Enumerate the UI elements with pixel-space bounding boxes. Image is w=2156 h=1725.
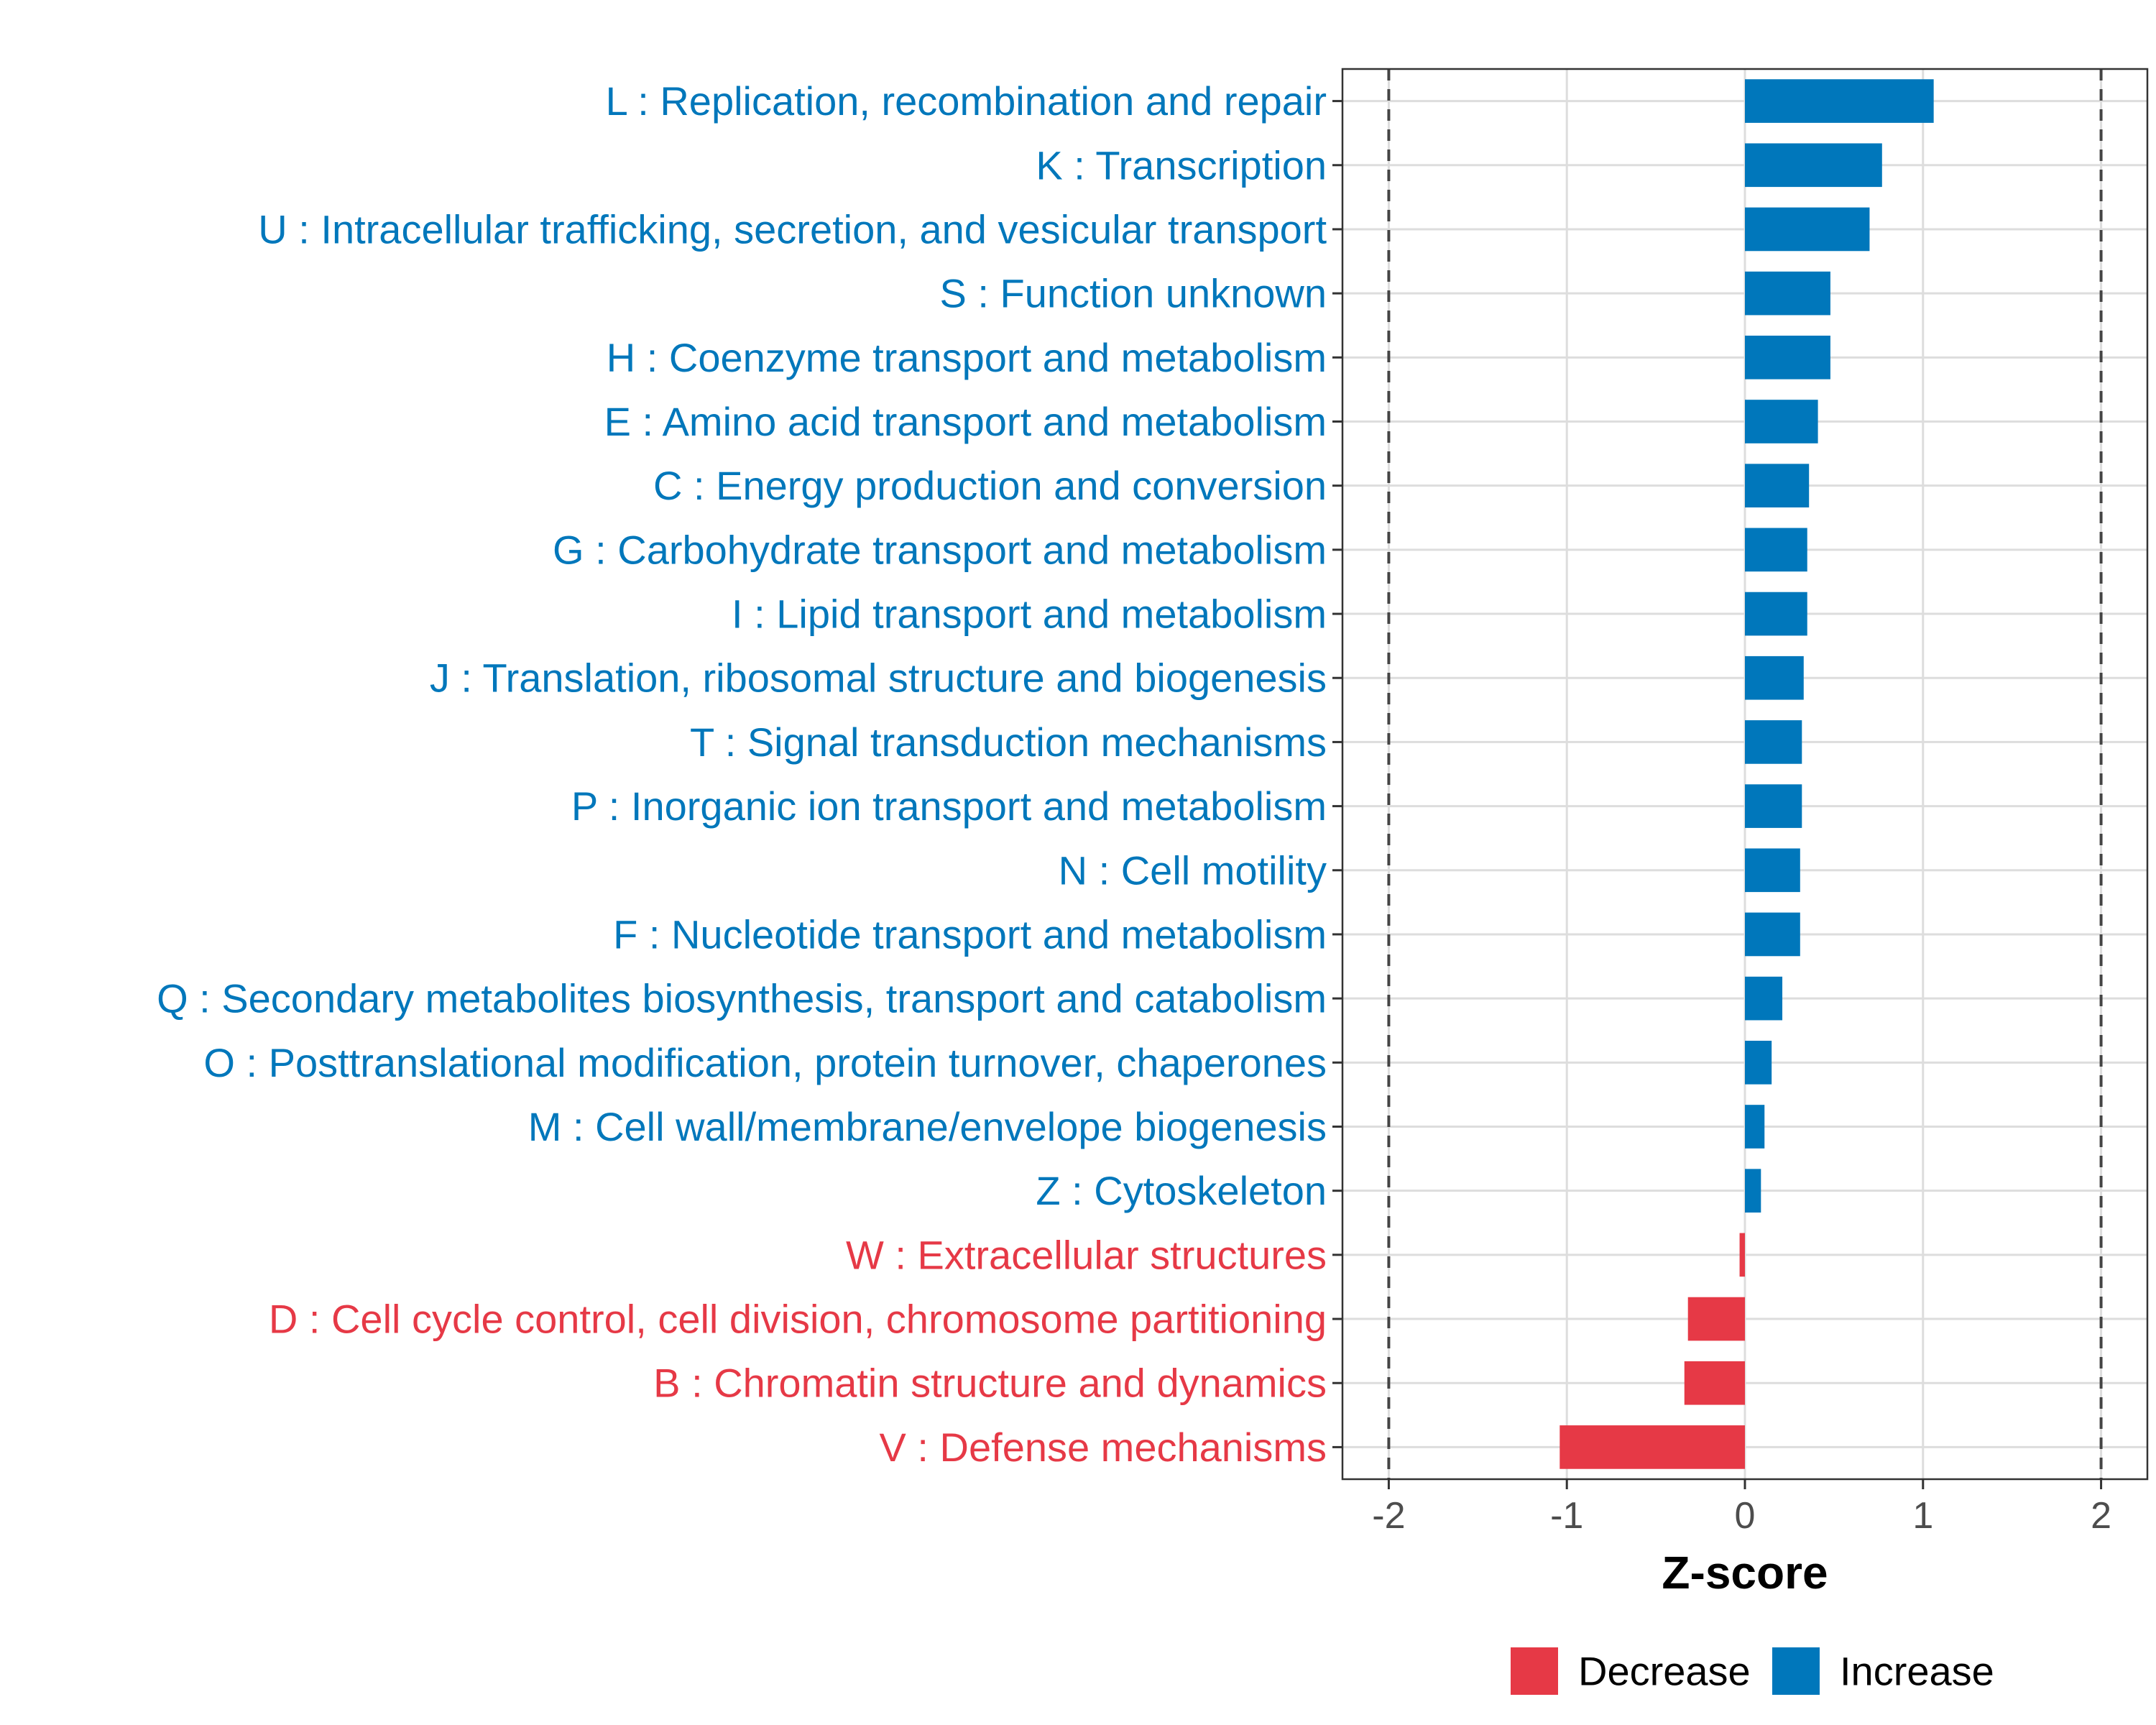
bar <box>1745 143 1882 188</box>
bar <box>1745 1040 1772 1085</box>
bar <box>1684 1361 1745 1405</box>
x-tick-layer <box>1387 1479 2103 1489</box>
bar <box>1745 656 1804 700</box>
category-label: I : Lipid transport and metabolism <box>732 592 1327 637</box>
x-tick-label: 2 <box>2091 1495 2111 1537</box>
x-tick-label: -2 <box>1372 1495 1405 1537</box>
legend-label: Decrease <box>1578 1649 1751 1694</box>
bar <box>1745 207 1870 252</box>
bar <box>1745 528 1807 572</box>
category-label: C : Energy production and conversion <box>653 463 1327 508</box>
category-label: H : Coenzyme transport and metabolism <box>607 335 1327 380</box>
category-label: E : Amino acid transport and metabolism <box>604 399 1327 444</box>
x-tick-label: 1 <box>1912 1495 1933 1537</box>
bar-layer <box>1560 79 1934 1469</box>
category-label: N : Cell motility <box>1059 847 1327 893</box>
legend-swatch <box>1511 1647 1558 1695</box>
category-label: L : Replication, recombination and repai… <box>606 78 1327 124</box>
category-label: G : Carbohydrate transport and metabolis… <box>553 527 1327 572</box>
bar <box>1745 79 1934 123</box>
category-label: Q : Secondary metabolites biosynthesis, … <box>157 976 1327 1021</box>
bar <box>1745 271 1830 316</box>
legend-swatch <box>1772 1647 1820 1695</box>
bar <box>1745 464 1810 508</box>
category-label: Z : Cytoskeleton <box>1036 1168 1327 1213</box>
category-label: T : Signal transduction mechanisms <box>690 719 1327 765</box>
category-label: P : Inorganic ion transport and metaboli… <box>571 783 1327 829</box>
category-label: D : Cell cycle control, cell division, c… <box>269 1297 1327 1342</box>
bar <box>1745 784 1802 828</box>
category-label: O : Posttranslational modification, prot… <box>203 1040 1327 1085</box>
threshold-layer <box>1387 69 2103 1479</box>
bar <box>1745 335 1830 380</box>
bar <box>1745 1169 1761 1213</box>
category-label: B : Chromatin structure and dynamics <box>653 1361 1327 1406</box>
category-label: U : Intracellular trafficking, secretion… <box>258 206 1327 252</box>
x-tick-label: -1 <box>1550 1495 1583 1537</box>
x-tick-label-layer: -2 -1 0 1 2 <box>1372 1495 2111 1537</box>
category-label: J : Translation, ribosomal structure and… <box>430 656 1327 701</box>
legend-label: Increase <box>1840 1649 1994 1694</box>
bar <box>1745 1105 1765 1149</box>
category-label-layer: L : Replication, recombination and repai… <box>157 78 1327 1470</box>
bar <box>1560 1425 1745 1469</box>
bar <box>1745 976 1783 1021</box>
category-label: W : Extracellular structures <box>846 1232 1327 1277</box>
bar <box>1687 1297 1745 1341</box>
category-label: S : Function unknown <box>939 271 1327 316</box>
category-label: K : Transcription <box>1036 142 1327 188</box>
x-axis-title: Z-score <box>1662 1547 1828 1598</box>
legend: Decrease Increase <box>1511 1647 1994 1695</box>
x-tick-label: 0 <box>1735 1495 1756 1537</box>
category-label: M : Cell wall/membrane/envelope biogenes… <box>528 1104 1327 1149</box>
bar <box>1745 400 1818 443</box>
category-label: F : Nucleotide transport and metabolism <box>613 911 1327 957</box>
bar <box>1745 592 1807 636</box>
bar <box>1745 848 1800 893</box>
y-tick-layer <box>1332 100 1342 1448</box>
bar <box>1745 912 1800 957</box>
bar <box>1739 1233 1745 1277</box>
bar <box>1745 720 1802 764</box>
category-label: V : Defense mechanisms <box>880 1425 1327 1470</box>
